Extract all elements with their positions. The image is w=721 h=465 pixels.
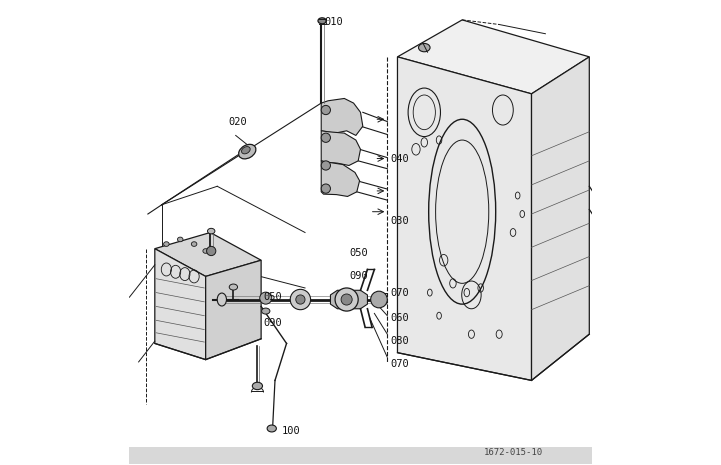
Ellipse shape bbox=[418, 43, 430, 52]
Ellipse shape bbox=[203, 249, 208, 253]
Text: 090: 090 bbox=[263, 318, 282, 328]
Ellipse shape bbox=[252, 382, 262, 390]
Text: 1672-015-10: 1672-015-10 bbox=[484, 447, 543, 457]
Polygon shape bbox=[330, 290, 368, 309]
Polygon shape bbox=[397, 57, 531, 380]
Polygon shape bbox=[322, 131, 360, 166]
Circle shape bbox=[322, 106, 330, 115]
Text: 100: 100 bbox=[282, 426, 301, 436]
Text: 030: 030 bbox=[391, 216, 410, 226]
Text: 050: 050 bbox=[263, 292, 282, 302]
Text: 070: 070 bbox=[391, 359, 410, 369]
Text: 010: 010 bbox=[324, 17, 343, 27]
Polygon shape bbox=[155, 249, 205, 359]
Circle shape bbox=[296, 295, 305, 304]
Polygon shape bbox=[205, 260, 261, 359]
Text: 090: 090 bbox=[349, 272, 368, 281]
Circle shape bbox=[335, 288, 358, 311]
Circle shape bbox=[291, 289, 311, 310]
Ellipse shape bbox=[242, 146, 250, 154]
Text: 020: 020 bbox=[229, 117, 247, 126]
Circle shape bbox=[322, 161, 330, 170]
Text: 080: 080 bbox=[391, 336, 410, 346]
Ellipse shape bbox=[164, 242, 169, 246]
Circle shape bbox=[207, 246, 216, 256]
Ellipse shape bbox=[262, 308, 270, 314]
Ellipse shape bbox=[191, 242, 197, 246]
Ellipse shape bbox=[239, 144, 256, 159]
Text: 070: 070 bbox=[391, 287, 410, 298]
Text: 040: 040 bbox=[391, 153, 410, 164]
Ellipse shape bbox=[318, 18, 327, 24]
Polygon shape bbox=[155, 232, 261, 276]
Circle shape bbox=[260, 292, 272, 304]
Ellipse shape bbox=[229, 284, 237, 290]
Bar bbox=[129, 447, 592, 464]
Ellipse shape bbox=[267, 425, 276, 432]
Ellipse shape bbox=[217, 293, 226, 306]
Circle shape bbox=[322, 184, 330, 193]
Polygon shape bbox=[322, 99, 363, 135]
Text: 050: 050 bbox=[349, 248, 368, 258]
Polygon shape bbox=[322, 161, 360, 196]
Circle shape bbox=[322, 133, 330, 142]
Circle shape bbox=[341, 294, 352, 305]
Polygon shape bbox=[531, 57, 589, 380]
Circle shape bbox=[371, 291, 387, 308]
Ellipse shape bbox=[208, 228, 215, 234]
Polygon shape bbox=[397, 20, 589, 94]
Ellipse shape bbox=[177, 237, 183, 242]
Text: 060: 060 bbox=[391, 313, 410, 323]
